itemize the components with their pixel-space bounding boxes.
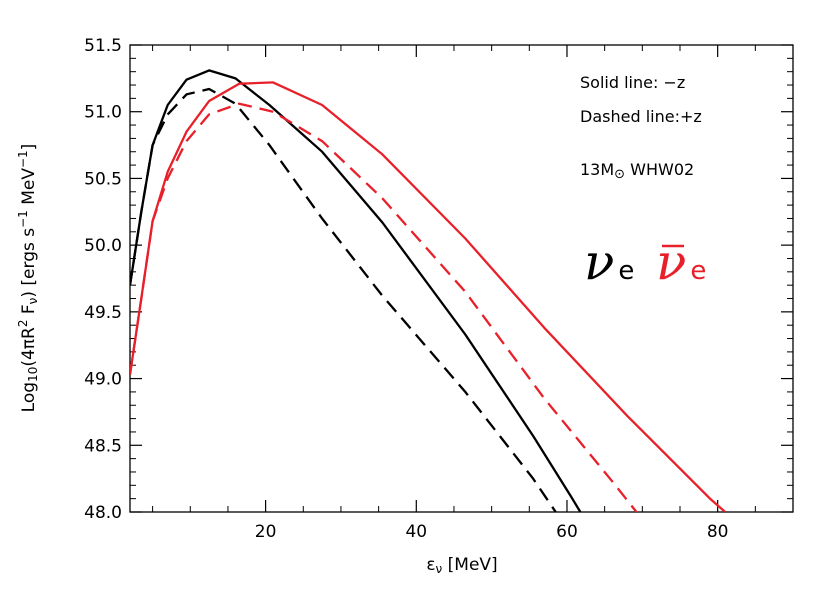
annotation-solid-line: Solid line: −z: [580, 73, 685, 92]
series-line-red-solid: [130, 81, 726, 512]
y-tick-label: 50.0: [84, 236, 122, 256]
y-tick-label: 48.0: [84, 503, 122, 523]
y-tick-labels: 48.0 48.5 49.0 49.5 50.0 50.5 51.0 51.5: [84, 36, 122, 523]
y-tick-label: 51.5: [84, 36, 122, 56]
x-tick-label: 60: [556, 522, 578, 542]
series-group: [130, 69, 726, 512]
x-tick-labels: 20 40 60 80: [255, 522, 729, 542]
x-tick-label: 40: [405, 522, 427, 542]
tick-marks: [130, 44, 794, 513]
annotation-model: 13M⊙ WHW02: [580, 160, 694, 182]
y-tick-label: 51.0: [84, 103, 122, 123]
annotation-dashed-line: Dashed line:+z: [580, 107, 702, 126]
x-axis-title: εν [MeV]: [426, 555, 497, 576]
x-tick-label: 20: [255, 522, 277, 542]
series-line-black-solid: [130, 69, 582, 512]
y-tick-label: 49.0: [84, 370, 122, 390]
series-line-red-dashed: [130, 102, 638, 512]
y-axis-title: Log10(4πR2 Fν) [ergs s−1 MeV−1]: [16, 144, 40, 413]
y-tick-label: 50.5: [84, 169, 122, 189]
y-tick-label: 48.5: [84, 436, 122, 456]
x-tick-label: 80: [707, 522, 729, 542]
series-line-black-dashed: [130, 87, 557, 512]
y-tick-label: 49.5: [84, 303, 122, 323]
